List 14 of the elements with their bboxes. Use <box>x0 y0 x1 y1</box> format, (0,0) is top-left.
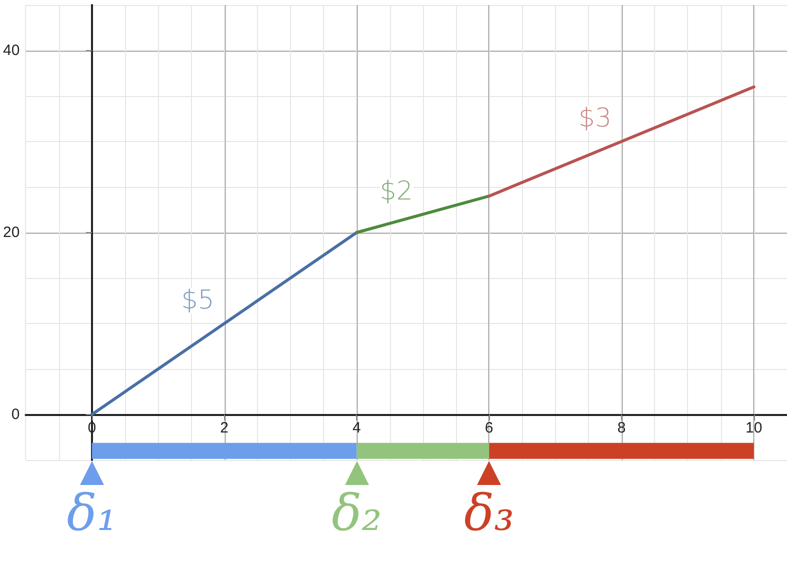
x-tick-label: 10 <box>746 420 762 436</box>
x-tick-label: 8 <box>617 420 626 436</box>
annotation: δ₂ <box>330 482 383 543</box>
series-label: $3 <box>578 104 612 134</box>
annotation: δ₃ <box>463 482 516 543</box>
x-tick-label: 2 <box>220 420 228 436</box>
series-label: $5 <box>181 286 214 316</box>
y-tick-label: 40 <box>2 42 20 59</box>
x-tick-label: 6 <box>484 420 494 436</box>
y-tick-label: 20 <box>2 224 20 241</box>
x-tick-label: 4 <box>352 420 361 436</box>
y-tick-label: 0 <box>11 406 20 423</box>
series-label: $2 <box>380 176 413 206</box>
annotation: δ₁ <box>66 482 118 543</box>
